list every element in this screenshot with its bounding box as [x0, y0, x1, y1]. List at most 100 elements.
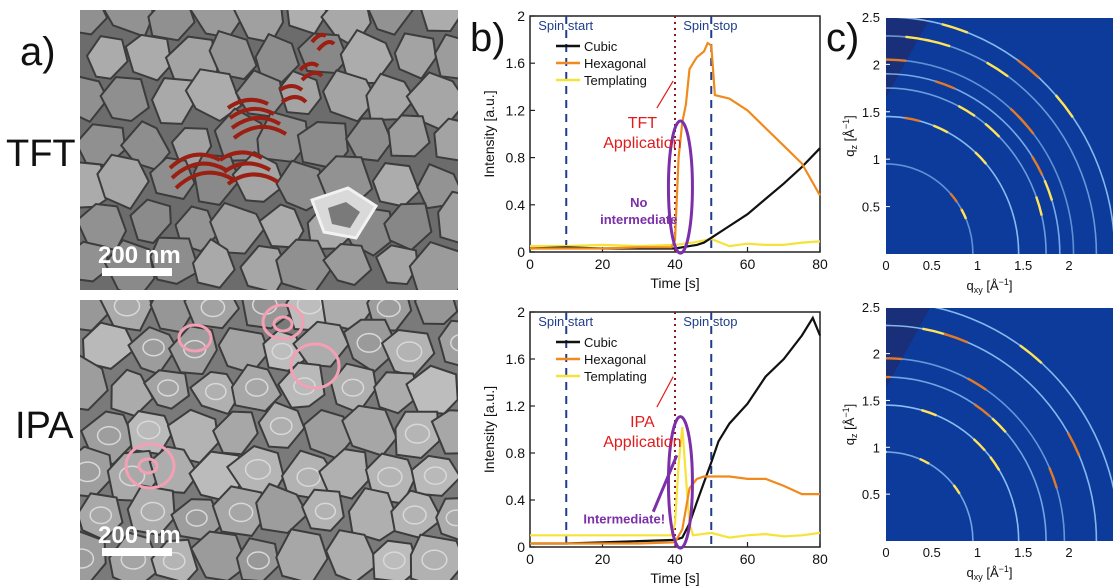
diffraction-ring — [886, 73, 1061, 254]
ring-layer — [886, 308, 1113, 541]
grain — [257, 400, 306, 449]
x-tick-label: 2 — [1065, 545, 1072, 560]
grain-terrace — [423, 466, 448, 485]
intensity-spot — [957, 104, 976, 117]
x-tick-label: 1.5 — [1014, 258, 1032, 273]
intensity-spot — [1019, 344, 1043, 365]
intensity-spot — [960, 208, 968, 220]
grain — [96, 153, 150, 211]
grain — [124, 33, 173, 82]
grain-terrace — [271, 342, 293, 360]
series-line-cubic — [530, 315, 822, 545]
x-tick-label: 0 — [882, 258, 889, 273]
scale-bar-label: 200 nm — [98, 242, 181, 269]
grain — [147, 10, 196, 42]
diffraction-ring — [894, 18, 1113, 234]
step-mark — [226, 97, 288, 140]
legend-label: Cubic — [584, 39, 618, 54]
y-tick-label: 0.8 — [506, 150, 526, 166]
y-tick-label: 2 — [873, 57, 880, 72]
intensity-spot — [919, 457, 930, 465]
ring-mark — [272, 315, 294, 333]
y-tick-label: 0 — [517, 539, 525, 555]
grain — [126, 484, 176, 536]
grain — [239, 244, 290, 290]
application-annotation: Application — [603, 135, 681, 152]
grain — [275, 238, 333, 290]
grain-terrace — [140, 501, 166, 522]
x-axis-label: Time [s] — [650, 570, 699, 586]
grain — [408, 240, 458, 290]
intensity-spot — [991, 417, 1007, 434]
grain-terrace — [404, 423, 431, 444]
grain-terrace — [157, 379, 180, 397]
series-line-hexagonal — [530, 41, 821, 250]
spin-start-label: Spin start — [538, 18, 593, 33]
grain-terrace — [80, 548, 95, 569]
grain — [188, 370, 241, 416]
grain — [99, 76, 151, 123]
grain-terrace — [113, 300, 141, 317]
ring-mark — [289, 342, 341, 390]
grain — [80, 354, 109, 411]
row-label-ipa: IPA — [15, 405, 74, 447]
grain-terrace — [269, 416, 293, 436]
grain-terrace — [136, 420, 161, 440]
x-tick-label: 40 — [667, 256, 683, 272]
y-tick-label: 0.5 — [862, 200, 880, 215]
x-tick-label: 0 — [526, 551, 534, 567]
x-tick-label: 60 — [740, 551, 756, 567]
grain — [230, 363, 283, 413]
grain-terrace — [80, 461, 101, 483]
x-axis-label: qxy [Å−1] — [966, 564, 1012, 582]
intensity-spot — [952, 484, 961, 495]
y-tick-label: 1.2 — [506, 102, 526, 118]
panel-label-a: a) — [20, 30, 56, 74]
grain — [420, 10, 458, 33]
grain — [142, 369, 190, 410]
grain-terrace — [244, 458, 272, 480]
legend-label: Cubic — [584, 335, 618, 350]
intensity-spot — [984, 122, 1001, 138]
intermediate-label: intermediate — [600, 212, 677, 227]
grain-terrace — [396, 341, 423, 362]
intensity-spot — [932, 124, 949, 134]
y-tick-label: 0.4 — [506, 197, 526, 213]
panel-label-b: b) — [470, 16, 506, 60]
intensity-spot — [1016, 59, 1040, 79]
step-mark — [298, 61, 324, 82]
ring-layer — [886, 18, 1113, 254]
grain — [212, 410, 259, 456]
series-line-hexagonal — [530, 475, 820, 545]
grain — [103, 238, 156, 290]
spin-start-label: Spin start — [538, 314, 593, 329]
grain — [80, 240, 109, 283]
grain — [387, 114, 431, 158]
intensity-spot — [921, 408, 937, 417]
grain — [211, 485, 269, 537]
intensity-spot — [949, 192, 958, 203]
diffraction-ring — [886, 163, 974, 254]
x-tick-label: 1 — [974, 258, 981, 273]
y-tick-label: 1.6 — [506, 351, 526, 367]
application-annotation: TFT — [628, 115, 658, 132]
y-tick-label: 1.5 — [862, 393, 880, 408]
x-tick-label: 0 — [882, 545, 889, 560]
y-tick-label: 0.5 — [862, 487, 880, 502]
annotation-arrow — [656, 376, 674, 408]
step-mark — [278, 84, 308, 104]
intensity-spot — [886, 357, 903, 361]
intermediate-arrow — [651, 454, 679, 513]
grain-terrace — [377, 466, 403, 488]
intensity-spot — [1043, 179, 1054, 201]
application-annotation: IPA — [630, 414, 655, 431]
intensity-spot — [973, 403, 991, 418]
grain-terrace — [96, 425, 122, 446]
grain — [410, 454, 458, 497]
grain — [108, 531, 163, 580]
grain — [301, 488, 345, 532]
grain — [367, 10, 414, 36]
grain — [434, 33, 458, 80]
scale-bar — [102, 548, 172, 556]
grain — [80, 75, 109, 124]
